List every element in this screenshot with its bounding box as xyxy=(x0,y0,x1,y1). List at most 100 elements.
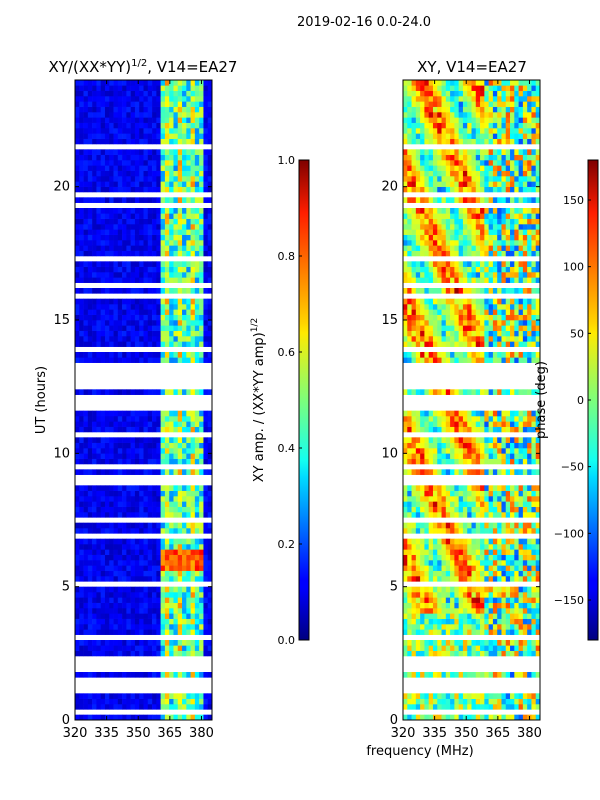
heatmap-cell xyxy=(164,266,170,273)
heatmap-cell xyxy=(488,341,494,347)
heatmap-cell xyxy=(190,714,196,720)
heatmap-cell xyxy=(169,506,174,513)
heatmap-cell xyxy=(104,608,110,614)
heatmap-cell xyxy=(190,80,196,86)
heatmap-cell xyxy=(522,624,528,630)
heatmap-cell xyxy=(415,325,421,331)
heatmap-cell xyxy=(190,90,196,97)
heatmap-cell xyxy=(190,416,196,422)
heatmap-cell xyxy=(79,240,84,246)
heatmap-cell xyxy=(518,448,524,454)
heatmap-cell xyxy=(169,522,174,529)
heatmap-cell xyxy=(518,389,524,395)
heatmap-cell xyxy=(87,80,93,86)
heatmap-cell xyxy=(510,298,515,305)
heatmap-cell xyxy=(109,522,114,529)
heatmap-cell xyxy=(411,458,417,465)
heatmap-cell xyxy=(480,538,485,545)
heatmap-cell xyxy=(471,496,477,502)
heatmap-cell xyxy=(441,608,447,614)
heatmap-cell xyxy=(454,522,459,529)
heatmap-cell xyxy=(527,586,532,593)
heatmap-cell xyxy=(169,85,174,91)
heatmap-cell xyxy=(109,357,114,363)
heatmap-cell xyxy=(518,336,524,342)
heatmap-cell xyxy=(522,565,528,571)
heatmap-cell xyxy=(471,416,477,422)
heatmap-cell xyxy=(462,453,468,459)
heatmap-cell xyxy=(467,629,472,635)
heatmap-cell xyxy=(407,469,412,475)
heatmap-cell xyxy=(126,501,131,507)
heatmap-cell xyxy=(510,314,515,321)
heatmap-cell xyxy=(471,453,477,459)
heatmap-cell xyxy=(156,234,161,241)
heatmap-cell xyxy=(194,352,200,358)
heatmap-cell xyxy=(92,245,97,251)
heatmap-cell xyxy=(122,149,127,155)
heatmap-cell xyxy=(415,490,421,497)
heatmap-cell xyxy=(164,352,170,358)
heatmap-cell xyxy=(199,704,204,710)
heatmap-cell xyxy=(113,565,119,571)
heatmap-cell xyxy=(514,549,519,555)
heatmap-cell xyxy=(194,149,200,155)
heatmap-cell xyxy=(169,549,174,555)
heatmap-cell xyxy=(450,693,455,699)
heatmap-cell xyxy=(403,453,408,459)
heatmap-cell xyxy=(441,640,447,646)
heatmap-cell xyxy=(411,538,417,545)
heatmap-cell xyxy=(497,640,502,646)
heatmap-cell xyxy=(510,288,515,294)
heatmap-cell xyxy=(92,410,97,417)
heatmap-cell xyxy=(522,570,528,577)
heatmap-cell xyxy=(484,650,489,657)
heatmap-cell xyxy=(92,277,97,283)
heatmap-cell xyxy=(143,149,149,155)
heatmap-cell xyxy=(122,389,127,395)
heatmap-cell xyxy=(194,85,200,91)
heatmap-cell xyxy=(505,421,511,427)
heatmap-cell xyxy=(403,570,408,577)
heatmap-cell xyxy=(527,357,532,363)
heatmap-cell xyxy=(122,117,127,123)
heatmap-cell xyxy=(177,85,183,91)
heatmap-cell xyxy=(177,485,183,491)
heatmap-cell xyxy=(514,250,519,257)
heatmap-cell xyxy=(182,165,187,171)
heatmap-cell xyxy=(122,309,127,315)
heatmap-cell xyxy=(194,186,200,193)
heatmap-cell xyxy=(467,442,472,449)
heatmap-cell xyxy=(130,469,136,475)
heatmap-cell xyxy=(203,224,209,230)
heatmap-cell xyxy=(152,597,157,603)
heatmap-cell xyxy=(415,693,421,699)
heatmap-cell xyxy=(156,565,161,571)
heatmap-cell xyxy=(169,714,174,720)
heatmap-cell xyxy=(531,389,537,395)
heatmap-cell xyxy=(518,272,524,278)
heatmap-cell xyxy=(505,554,511,561)
heatmap-cell xyxy=(143,341,149,347)
heatmap-cell xyxy=(117,170,123,177)
heatmap-cell xyxy=(411,501,417,507)
heatmap-cell xyxy=(462,650,468,657)
heatmap-cell xyxy=(169,437,174,443)
heatmap-cell xyxy=(79,224,84,230)
heatmap-cell xyxy=(199,218,204,225)
heatmap-cell xyxy=(194,629,200,635)
heatmap-cell xyxy=(87,602,93,609)
heatmap-cell xyxy=(501,629,507,635)
heatmap-cell xyxy=(75,165,80,171)
heatmap-cell xyxy=(428,277,434,283)
heatmap-cell xyxy=(130,186,136,193)
heatmap-cell xyxy=(497,442,502,449)
heatmap-cell xyxy=(156,576,161,582)
heatmap-cell xyxy=(522,549,528,555)
heatmap-cell xyxy=(75,410,80,417)
heatmap-cell xyxy=(122,234,127,241)
heatmap-cell xyxy=(100,336,106,342)
heatmap-cell xyxy=(79,640,84,646)
heatmap-cell xyxy=(139,629,144,635)
heatmap-cell xyxy=(522,490,528,497)
